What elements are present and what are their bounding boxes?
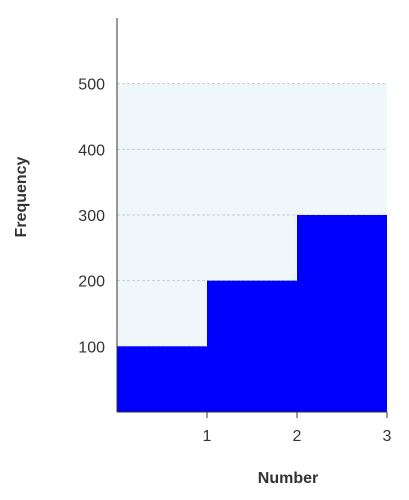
y-tick-label: 400 bbox=[78, 142, 105, 159]
axes bbox=[116, 18, 388, 418]
x-axis-title: Number bbox=[258, 470, 318, 487]
y-tick-label: 500 bbox=[78, 77, 105, 94]
x-tick-label: 1 bbox=[203, 428, 212, 445]
bars bbox=[117, 215, 387, 412]
y-axis-title: Frequency bbox=[13, 156, 30, 237]
histogram-bar bbox=[207, 280, 297, 412]
y-tick-label: 200 bbox=[78, 274, 105, 291]
x-tick-label: 2 bbox=[293, 428, 302, 445]
y-tick-label: 300 bbox=[78, 208, 105, 225]
histogram-bar bbox=[297, 215, 387, 412]
y-tick-label: 100 bbox=[78, 339, 105, 356]
tick-labels: 100 200 300 400 500 1 2 3 bbox=[78, 77, 391, 445]
histogram-bar bbox=[117, 346, 207, 412]
x-tick-label: 3 bbox=[383, 428, 392, 445]
